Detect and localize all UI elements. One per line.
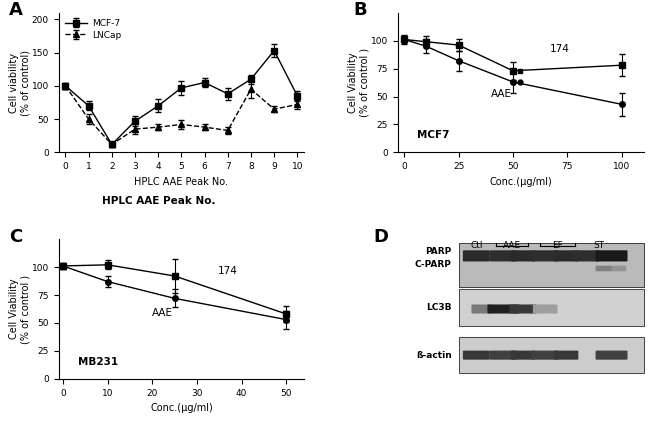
FancyBboxPatch shape bbox=[575, 250, 599, 261]
FancyBboxPatch shape bbox=[463, 351, 490, 360]
Bar bbox=[459, 289, 644, 326]
Text: A: A bbox=[9, 1, 23, 19]
FancyBboxPatch shape bbox=[471, 304, 491, 314]
Bar bbox=[459, 337, 644, 373]
X-axis label: HPLC AAE Peak No.: HPLC AAE Peak No. bbox=[135, 177, 228, 187]
Text: LC3B: LC3B bbox=[426, 303, 452, 312]
Text: AAE: AAE bbox=[152, 308, 173, 318]
Text: AAE: AAE bbox=[491, 88, 512, 99]
Text: MB231: MB231 bbox=[78, 357, 118, 367]
Text: HPLC AAE Peak No.: HPLC AAE Peak No. bbox=[103, 196, 216, 206]
Y-axis label: Cell Viability
(% of control ): Cell Viability (% of control ) bbox=[8, 274, 30, 344]
FancyBboxPatch shape bbox=[595, 250, 627, 261]
X-axis label: Conc.(μg/ml): Conc.(μg/ml) bbox=[150, 403, 213, 413]
FancyBboxPatch shape bbox=[488, 304, 519, 314]
FancyBboxPatch shape bbox=[554, 250, 578, 261]
FancyBboxPatch shape bbox=[595, 266, 613, 271]
Text: 174: 174 bbox=[218, 266, 238, 276]
Text: B: B bbox=[354, 1, 367, 19]
Bar bbox=[459, 243, 644, 287]
FancyBboxPatch shape bbox=[532, 351, 559, 360]
FancyBboxPatch shape bbox=[490, 351, 517, 360]
Y-axis label: Cell Viability
(% of control ): Cell Viability (% of control ) bbox=[348, 48, 369, 117]
Text: ST: ST bbox=[593, 240, 604, 250]
Text: D: D bbox=[373, 228, 388, 246]
FancyBboxPatch shape bbox=[510, 304, 537, 314]
X-axis label: Conc.(μg/ml): Conc.(μg/ml) bbox=[489, 177, 552, 187]
Text: MCF7: MCF7 bbox=[417, 131, 450, 141]
FancyBboxPatch shape bbox=[533, 304, 558, 314]
Text: AAE: AAE bbox=[503, 240, 521, 250]
FancyBboxPatch shape bbox=[511, 250, 536, 261]
FancyBboxPatch shape bbox=[490, 250, 517, 261]
Text: 174: 174 bbox=[550, 44, 570, 54]
Text: C: C bbox=[9, 228, 23, 246]
FancyBboxPatch shape bbox=[532, 250, 559, 261]
Text: Ctl: Ctl bbox=[470, 240, 482, 250]
FancyBboxPatch shape bbox=[554, 351, 578, 360]
Text: ß-actin: ß-actin bbox=[416, 351, 452, 360]
Legend: MCF-7, LNCap: MCF-7, LNCap bbox=[63, 17, 123, 41]
FancyBboxPatch shape bbox=[595, 351, 627, 360]
Text: PARP: PARP bbox=[426, 247, 452, 256]
Y-axis label: Cell viability
(% of control): Cell viability (% of control) bbox=[8, 50, 30, 115]
Text: EF: EF bbox=[552, 240, 563, 250]
Text: C-PARP: C-PARP bbox=[415, 260, 452, 269]
FancyBboxPatch shape bbox=[612, 266, 627, 271]
FancyBboxPatch shape bbox=[511, 351, 536, 360]
FancyBboxPatch shape bbox=[463, 250, 490, 261]
